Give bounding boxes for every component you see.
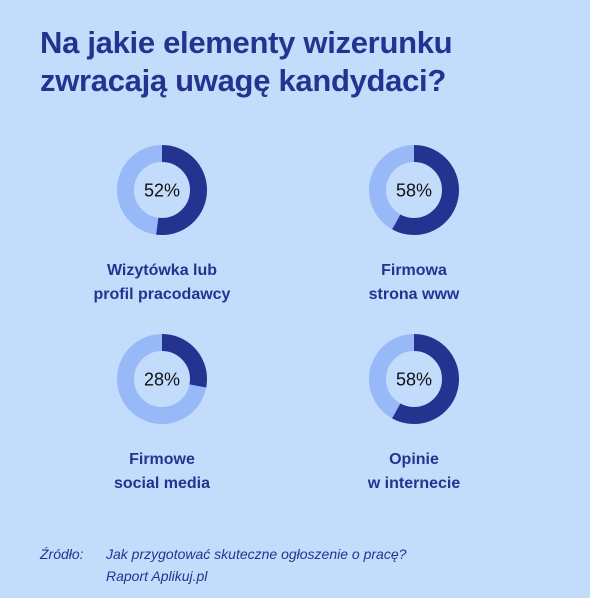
source-line-2: Raport Aplikuj.pl (106, 568, 208, 584)
donut-chart-company-website: 58% (369, 145, 459, 235)
donut-percent-value: 52% (144, 181, 180, 201)
donut-ring-filled (117, 145, 207, 235)
donut-category-label: Wizytówka lub profil pracodawcy (42, 259, 282, 307)
donut-ring-filled (369, 334, 459, 424)
label-line-1: Opinie (389, 451, 439, 468)
donut-card-employer-profile: 52% Wizytówka lub profil pracodawcy (42, 145, 282, 325)
donut-category-label: Firmowa strona www (294, 259, 534, 307)
title-line-2: zwracają uwagę kandydaci? (40, 63, 447, 98)
label-line-2: social media (113, 475, 211, 492)
donut-chart-employer-profile: 52% (117, 145, 207, 235)
chart-title: Na jakie elementy wizerunku zwracają uwa… (40, 24, 570, 100)
source-prefix: Źródło: (40, 546, 84, 562)
label-line-2: strona www (368, 286, 460, 303)
donut-chart-social-media: 28% (117, 334, 207, 424)
donut-card-online-reviews: 58% Opinie w internecie (294, 334, 534, 514)
donut-ring-filled (369, 145, 459, 235)
label-line-1: Firmowa (381, 262, 447, 279)
title-line-1: Na jakie elementy wizerunku (40, 25, 453, 60)
donut-ring-filled (117, 334, 207, 424)
donut-percent-value: 58% (396, 370, 432, 390)
donut-category-label: Opinie w internecie (294, 448, 534, 496)
label-line-2: profil pracodawcy (93, 286, 231, 303)
label-line-2: w internecie (367, 475, 461, 492)
donut-category-label: Firmowe social media (42, 448, 282, 496)
source-line-1: Jak przygotować skuteczne ogłoszenie o p… (106, 546, 407, 562)
donut-percent-value: 28% (144, 370, 180, 390)
label-line-1: Wizytówka lub (106, 262, 218, 279)
donut-card-company-website: 58% Firmowa strona www (294, 145, 534, 325)
label-line-1: Firmowe (129, 451, 195, 468)
source-note: Źródło: Jak przygotować skuteczne ogłosz… (40, 543, 560, 587)
donut-percent-value: 58% (396, 181, 432, 201)
donut-card-social-media: 28% Firmowe social media (42, 334, 282, 514)
donut-chart-online-reviews: 58% (369, 334, 459, 424)
